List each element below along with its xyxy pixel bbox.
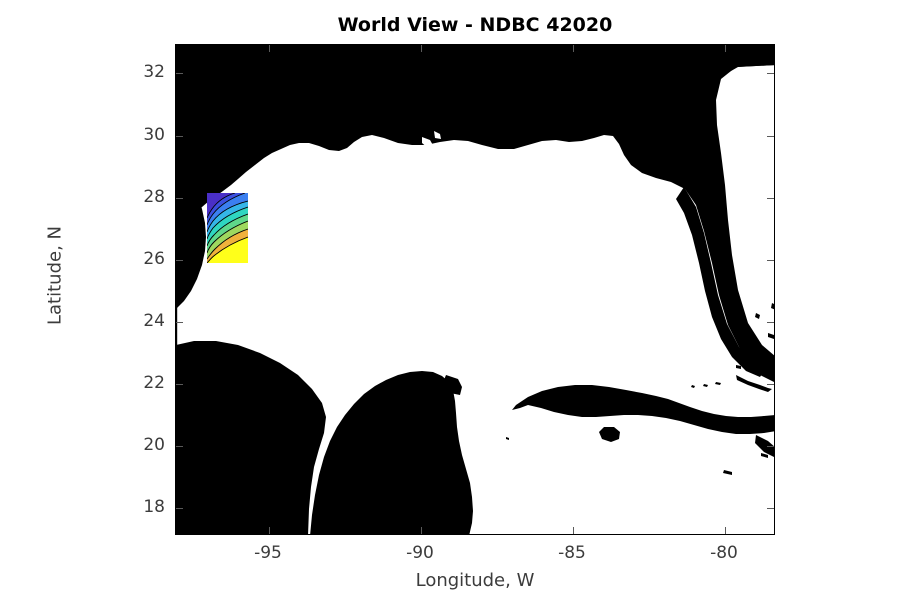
tick-mark-y bbox=[176, 198, 183, 199]
x-axis-title: Longitude, W bbox=[415, 570, 535, 591]
tick-mark-x bbox=[421, 527, 422, 534]
tick-mark-y bbox=[176, 322, 183, 323]
tick-mark-x-top bbox=[421, 45, 422, 52]
tick-mark-y bbox=[176, 384, 183, 385]
page-title: World View - NDBC 42020 bbox=[337, 14, 613, 36]
tick-mark-y-right bbox=[767, 198, 774, 199]
y-tick-label: 30 bbox=[143, 125, 165, 145]
tick-mark-x-top bbox=[573, 45, 574, 52]
tick-mark-x bbox=[573, 527, 574, 534]
coast-mississippi-delta bbox=[422, 131, 441, 149]
tick-mark-y-right bbox=[767, 136, 774, 137]
tick-mark-x-top bbox=[269, 45, 270, 52]
plot-area[interactable] bbox=[175, 44, 775, 535]
tick-mark-y bbox=[176, 446, 183, 447]
land-cuba bbox=[512, 385, 774, 434]
map-basemap bbox=[176, 45, 774, 534]
land-bahamas bbox=[755, 303, 774, 339]
land-north-america bbox=[176, 45, 774, 382]
x-tick-label: -95 bbox=[254, 543, 282, 563]
tick-mark-y-right bbox=[767, 384, 774, 385]
axes-frame bbox=[176, 45, 774, 534]
land-yucatan-tip bbox=[442, 375, 462, 395]
tick-mark-y-right bbox=[767, 508, 774, 509]
land-texas-coast-edge bbox=[176, 175, 206, 309]
land-keys-dots bbox=[691, 382, 721, 388]
land-florida-peninsula bbox=[676, 187, 764, 377]
tick-mark-x bbox=[725, 527, 726, 534]
tick-mark-y bbox=[176, 508, 183, 509]
tick-mark-x-top bbox=[725, 45, 726, 52]
tick-mark-y bbox=[176, 260, 183, 261]
y-tick-label: 32 bbox=[143, 62, 165, 82]
tick-mark-y bbox=[176, 136, 183, 137]
tick-mark-y bbox=[176, 73, 183, 74]
land-cuba-east-tail bbox=[755, 435, 774, 457]
y-tick-label: 28 bbox=[143, 187, 165, 207]
y-tick-label: 26 bbox=[143, 249, 165, 269]
tick-mark-y-right bbox=[767, 322, 774, 323]
tick-mark-y-right bbox=[767, 446, 774, 447]
y-tick-label: 24 bbox=[143, 311, 165, 331]
x-tick-label: -85 bbox=[558, 543, 586, 563]
tick-mark-y-right bbox=[767, 260, 774, 261]
contour-patch bbox=[207, 193, 248, 263]
y-tick-label: 22 bbox=[143, 373, 165, 393]
land-florida-keys bbox=[736, 375, 772, 392]
tick-mark-y-right bbox=[767, 73, 774, 74]
x-tick-label: -80 bbox=[710, 543, 738, 563]
y-tick-label: 20 bbox=[143, 435, 165, 455]
tick-mark-x bbox=[269, 527, 270, 534]
land-yucatan bbox=[310, 371, 473, 534]
y-axis-title: Latitude, N bbox=[44, 226, 66, 325]
y-tick-label: 18 bbox=[143, 497, 165, 517]
x-tick-label: -90 bbox=[406, 543, 434, 563]
land-isla-juventud bbox=[599, 427, 620, 442]
land-yucatan-west-extent bbox=[176, 341, 326, 534]
land-florida-east-fill bbox=[721, 45, 774, 75]
